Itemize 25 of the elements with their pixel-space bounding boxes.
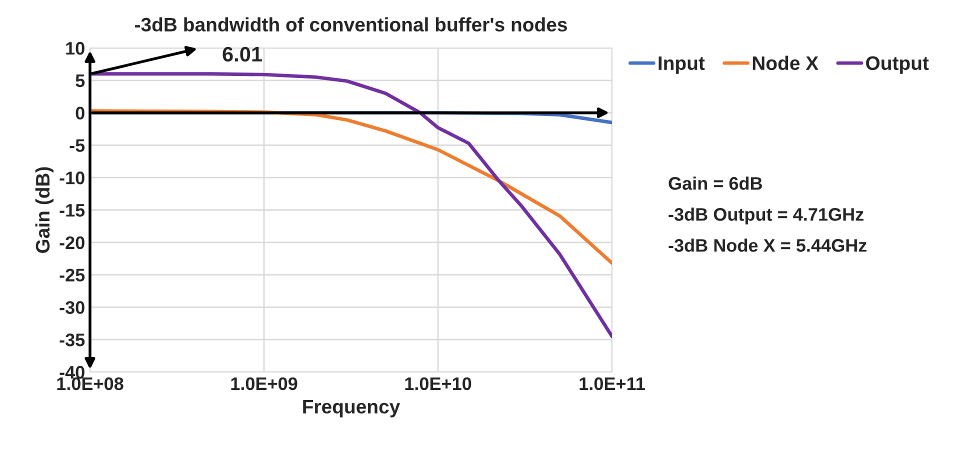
y-tick-label: -30 — [60, 301, 84, 314]
y-tick-label: 5 — [76, 74, 85, 88]
annotation: 6.01 — [222, 46, 262, 62]
y-axis-title: Gain (dB) — [35, 167, 54, 253]
legend-label: Node X — [752, 56, 818, 70]
x-tick-label: 1.0E+11 — [580, 377, 645, 390]
y-tick-label: 0 — [76, 106, 84, 120]
y-tick-label: -10 — [60, 172, 84, 184]
y-tick-label: -40 — [60, 366, 84, 379]
y-tick-label: 10 — [66, 42, 84, 55]
text: Gain = 6dB — [668, 176, 762, 190]
legend-label: Input — [658, 56, 705, 74]
y-tick-label: -5 — [70, 139, 85, 152]
x-tick-label: 1.0E+10 — [405, 377, 472, 390]
x-tick-label: 1.0E+09 — [231, 377, 298, 390]
chart-title: -3dB bandwidth of conventional buffer's nodes — [135, 17, 567, 32]
x-tick-label: 1.0E+08 — [57, 377, 124, 390]
y-tick-label: -15 — [60, 204, 85, 217]
y-tick-label: -35 — [60, 334, 85, 346]
x-axis-title: Frequency — [303, 400, 400, 418]
legend-label: Output — [866, 56, 929, 74]
text: -3dB Output = 4.71GHz — [668, 208, 864, 224]
y-tick-label: -25 — [60, 268, 85, 282]
y-tick-label: -20 — [60, 236, 84, 250]
text: -3dB Node X = 5.44GHz — [668, 238, 867, 252]
